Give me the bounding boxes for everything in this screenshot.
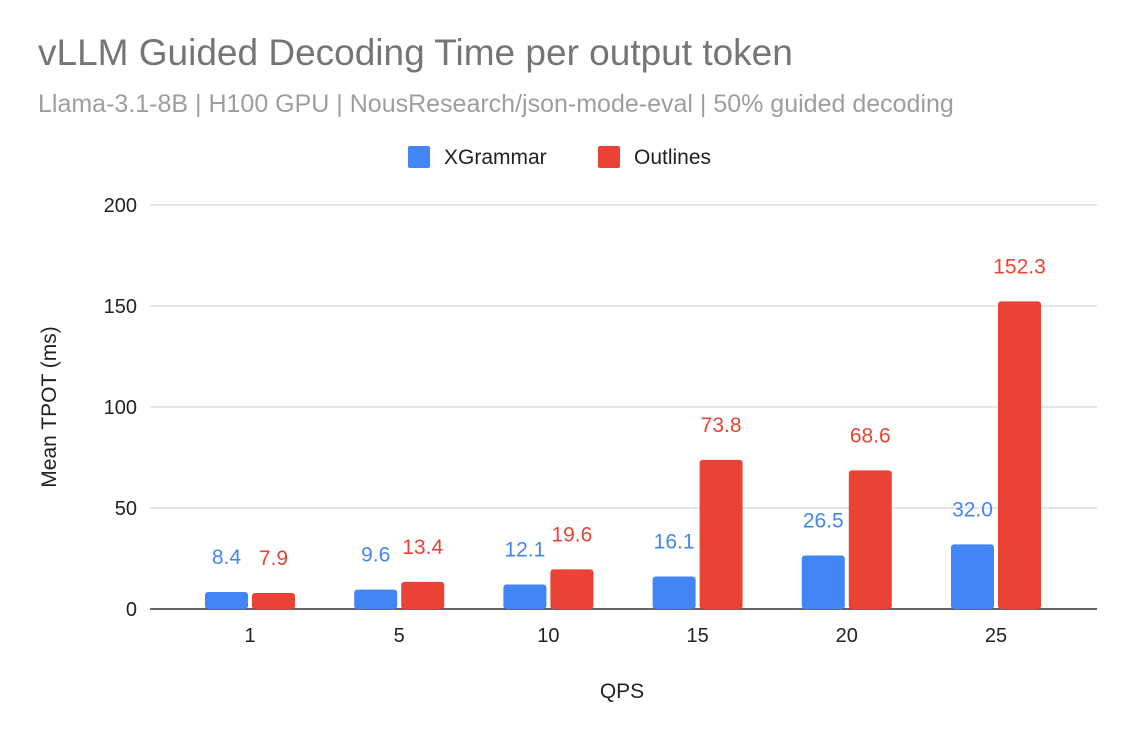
data-label: 152.3 xyxy=(993,255,1046,278)
legend-label: XGrammar xyxy=(444,146,547,169)
x-axis-label: QPS xyxy=(600,680,644,703)
bar-xgrammar xyxy=(652,576,696,609)
bar-outlines xyxy=(401,581,445,609)
bar-xgrammar xyxy=(205,592,248,609)
y-tick-label: 100 xyxy=(104,397,137,419)
data-label: 8.4 xyxy=(212,546,242,569)
data-label: 68.6 xyxy=(850,424,891,447)
data-label: 26.5 xyxy=(803,509,844,532)
x-tick-label: 15 xyxy=(686,625,708,647)
y-tick-label: 0 xyxy=(126,599,137,621)
bar-outlines xyxy=(252,593,295,609)
chart-title: vLLM Guided Decoding Time per output tok… xyxy=(38,32,793,73)
data-label: 19.6 xyxy=(551,523,592,546)
data-label: 16.1 xyxy=(654,530,695,553)
bar-xgrammar xyxy=(354,589,398,609)
data-label: 9.6 xyxy=(361,544,390,567)
x-tick-label: 10 xyxy=(537,625,559,647)
x-tick-label: 25 xyxy=(985,625,1007,647)
y-tick-label: 200 xyxy=(104,195,137,217)
legend-swatch xyxy=(408,146,430,168)
y-tick-label: 50 xyxy=(115,498,137,520)
bar-outlines xyxy=(998,301,1041,609)
data-label: 12.1 xyxy=(504,539,545,562)
bar-outlines xyxy=(848,470,892,609)
bar-xgrammar xyxy=(801,555,845,609)
bar-xgrammar xyxy=(951,544,994,609)
x-tick-label: 5 xyxy=(394,625,405,647)
data-label: 7.9 xyxy=(259,547,288,570)
x-tick-label: 1 xyxy=(244,625,255,647)
y-tick-label: 150 xyxy=(104,296,137,318)
data-label: 73.8 xyxy=(701,414,742,437)
bar-outlines xyxy=(550,569,594,609)
legend-label: Outlines xyxy=(634,146,711,169)
bar-outlines xyxy=(699,459,743,609)
x-tick-label: 20 xyxy=(836,625,858,647)
data-label: 32.0 xyxy=(952,498,993,521)
y-axis-label: Mean TPOT (ms) xyxy=(38,326,61,487)
data-label: 13.4 xyxy=(402,536,443,559)
chart-subtitle: Llama-3.1-8B | H100 GPU | NousResearch/j… xyxy=(38,90,954,118)
bar-xgrammar xyxy=(503,584,547,609)
legend-swatch xyxy=(598,146,620,168)
